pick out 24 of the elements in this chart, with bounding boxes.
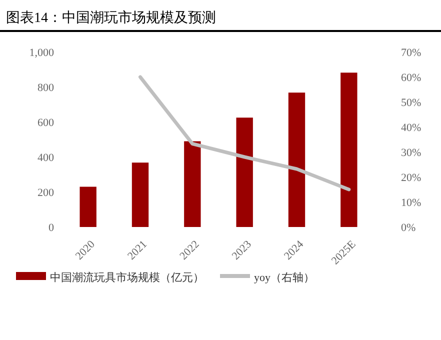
bar [236,118,253,227]
y2-tick-label: 50% [401,97,422,109]
y2-tick-label: 30% [401,147,422,159]
chart-title: 图表14：中国潮玩市场规模及预测 [6,10,216,26]
y2-tick-label: 10% [401,197,422,209]
line-series [138,75,351,192]
bar [288,92,306,227]
y2-tick-label: 60% [401,72,422,84]
y2-tick-label: 70% [401,47,422,59]
legend-label: yoy（右轴） [254,271,314,284]
bar [132,162,149,227]
y-tick-label: 600 [38,117,54,129]
bar [340,72,358,227]
y2-tick-label: 40% [401,122,422,134]
y-tick-label: 0 [48,222,54,234]
bar [184,141,201,227]
bar [80,186,96,227]
y-tick-label: 400 [38,152,54,164]
legend-label: 中国潮流玩具市场规模（亿元） [50,271,204,284]
y2-tick-label: 20% [401,172,422,184]
y2-tick-label: 0% [401,222,416,234]
y-tick-label: 200 [38,187,54,199]
y-tick-label: 800 [38,82,54,94]
y-tick-label: 1,000 [29,47,54,59]
